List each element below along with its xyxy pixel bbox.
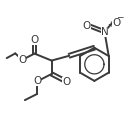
Text: O: O bbox=[30, 35, 39, 45]
Text: N: N bbox=[101, 27, 108, 37]
Text: O: O bbox=[82, 21, 91, 31]
Text: O: O bbox=[112, 18, 120, 28]
Text: O: O bbox=[18, 55, 26, 65]
Text: −: − bbox=[116, 12, 123, 21]
Text: O: O bbox=[33, 76, 41, 86]
Text: +: + bbox=[108, 20, 114, 29]
Text: O: O bbox=[62, 77, 71, 87]
